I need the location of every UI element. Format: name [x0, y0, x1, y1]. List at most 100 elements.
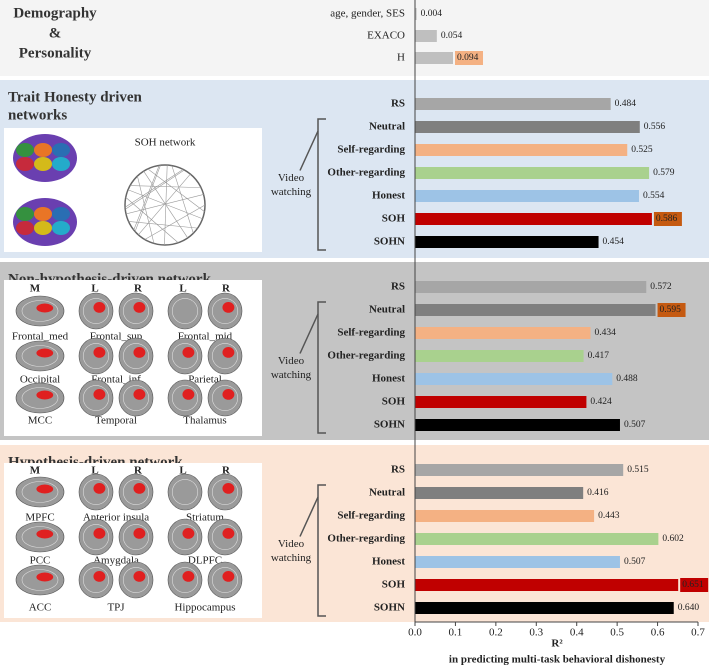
- network-edge: [124, 169, 184, 208]
- brain-detail: [82, 479, 110, 505]
- region-header: M: [30, 465, 41, 477]
- region-label: Amygdala: [93, 555, 139, 567]
- brain-parcel: [52, 207, 70, 221]
- x-tick-label: 0.2: [489, 627, 503, 639]
- brain-region: [222, 389, 235, 400]
- region-label: ACC: [29, 602, 52, 614]
- value-label: 0.651: [682, 580, 704, 590]
- value-label-highlight: [680, 578, 709, 592]
- region-label: MPFC: [25, 512, 54, 524]
- group-label: watching: [271, 552, 312, 564]
- brain-region: [93, 347, 106, 358]
- value-label: 0.434: [594, 328, 616, 338]
- brain-detail: [211, 567, 239, 593]
- region-header: L: [91, 283, 98, 295]
- value-label: 0.554: [643, 191, 665, 201]
- value-label: 0.579: [653, 168, 675, 178]
- brain-detail: [211, 479, 239, 505]
- brain-detail: [122, 479, 150, 505]
- bar: [415, 167, 650, 179]
- value-label: 0.507: [624, 557, 646, 567]
- group-bracket-link: [299, 496, 319, 537]
- brain-region: [222, 347, 235, 358]
- network-label: SOH network: [135, 137, 196, 149]
- category-label: EXACO: [367, 30, 405, 42]
- brain-detail: [122, 298, 150, 324]
- network-edge: [125, 197, 179, 243]
- section-title: Personality: [19, 45, 92, 61]
- brain-parcel: [52, 143, 70, 157]
- brain-detail: [21, 387, 59, 409]
- brain-detail: [82, 567, 110, 593]
- brain-detail: [211, 343, 239, 369]
- category-label: Neutral: [369, 121, 405, 133]
- brain-detail: [211, 298, 239, 324]
- bar: [415, 556, 620, 568]
- bar: [415, 52, 454, 64]
- group-bracket: [317, 301, 326, 434]
- value-label: 0.572: [650, 282, 672, 292]
- bar: [415, 602, 674, 614]
- brain-detail: [82, 343, 110, 369]
- brain-region: [133, 571, 146, 582]
- network-edge: [134, 165, 161, 232]
- group-label: Video: [278, 355, 305, 367]
- region-label: Temporal: [95, 415, 137, 427]
- brain-detail: [21, 526, 59, 548]
- value-label: 0.507: [624, 420, 646, 430]
- value-label-highlight: [653, 212, 682, 226]
- region-header: R: [222, 283, 231, 295]
- value-label-highlight: [657, 303, 686, 317]
- category-label: H: [397, 52, 405, 64]
- brain-region: [222, 302, 235, 313]
- brain-region: [222, 483, 235, 494]
- bar: [415, 579, 679, 591]
- brain-parcel: [34, 207, 52, 221]
- brain-detail: [21, 345, 59, 367]
- value-label: 0.454: [603, 237, 625, 247]
- bar: [415, 373, 613, 385]
- value-label: 0.417: [588, 351, 610, 361]
- brain-detail: [171, 524, 199, 550]
- brain-region: [36, 303, 54, 313]
- brain-region: [93, 528, 106, 539]
- region-label: TPJ: [107, 602, 125, 614]
- x-tick-label: 0.0: [408, 627, 422, 639]
- network-edge: [147, 168, 205, 212]
- bar: [415, 510, 595, 522]
- x-axis-sublabel: in predicting multi-task behavioral dish…: [449, 654, 666, 666]
- brain-parcel: [16, 157, 34, 171]
- brain-region: [182, 347, 195, 358]
- category-label: SOH: [382, 213, 406, 225]
- section-background: [0, 0, 709, 76]
- category-label: Other-regarding: [327, 167, 405, 179]
- bar: [415, 304, 656, 316]
- bar: [415, 30, 437, 42]
- brain-parcel: [16, 221, 34, 235]
- value-label: 0.443: [598, 511, 620, 521]
- category-label: Other-regarding: [327, 533, 405, 545]
- brain-region: [36, 390, 54, 400]
- region-label: Occipital: [20, 374, 60, 386]
- value-label: 0.054: [441, 31, 463, 41]
- brain-parcel: [52, 157, 70, 171]
- network-edge: [137, 175, 155, 244]
- category-label: age, gender, SES: [330, 8, 405, 20]
- group-bracket-link: [299, 130, 319, 171]
- bar: [415, 144, 628, 156]
- group-bracket-link: [299, 313, 319, 354]
- brain-detail: [82, 385, 110, 411]
- x-tick-label: 0.6: [651, 627, 665, 639]
- x-tick-label: 0.3: [529, 627, 543, 639]
- brain-detail: [21, 300, 59, 322]
- bar: [415, 487, 584, 499]
- brain-region: [133, 483, 146, 494]
- value-label: 0.094: [457, 53, 479, 63]
- network-edge: [125, 169, 185, 210]
- brain-region: [93, 571, 106, 582]
- region-header: L: [179, 283, 186, 295]
- brain-detail: [21, 481, 59, 503]
- x-tick-label: 0.7: [691, 627, 705, 639]
- brain-detail: [171, 343, 199, 369]
